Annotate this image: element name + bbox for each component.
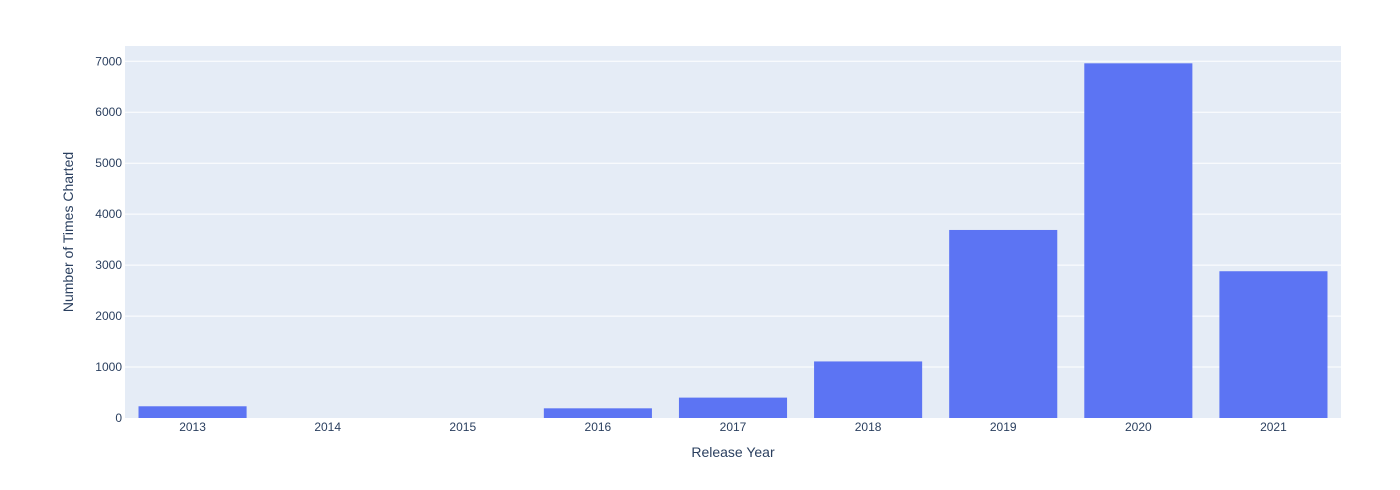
- y-tick-label: 7000: [95, 54, 122, 68]
- bar-2019[interactable]: [949, 229, 1058, 418]
- y-tick-label: 2000: [95, 309, 122, 323]
- x-tick-label: 2016: [585, 420, 612, 434]
- x-tick-label: 2015: [449, 420, 476, 434]
- y-tick-label: 1000: [95, 360, 122, 374]
- y-tick-label: 6000: [95, 105, 122, 119]
- x-tick-label: 2017: [720, 420, 747, 434]
- x-tick-label: 2021: [1260, 420, 1287, 434]
- y-tick-label: 0: [115, 411, 122, 425]
- bar-2016[interactable]: [543, 408, 652, 418]
- y-tick-label: 3000: [95, 258, 122, 272]
- x-tick-label: 2020: [1125, 420, 1152, 434]
- y-axis-title: Number of Times Charted: [60, 152, 76, 312]
- y-axis-ticks: 0 1000 2000 3000 4000 5000 6000 7000: [95, 54, 122, 425]
- bars: [138, 63, 1328, 419]
- x-tick-label: 2013: [179, 420, 206, 434]
- bar-2021[interactable]: [1219, 271, 1328, 418]
- x-tick-label: 2018: [855, 420, 882, 434]
- x-axis-title: Release Year: [691, 444, 775, 460]
- y-tick-label: 4000: [95, 207, 122, 221]
- x-tick-label: 2019: [990, 420, 1017, 434]
- x-tick-label: 2014: [314, 420, 341, 434]
- bar-2020[interactable]: [1084, 63, 1193, 419]
- bar-2018[interactable]: [814, 361, 923, 418]
- x-axis-ticks: 2013 2014 2015 2016 2017 2018 2019 2020 2021: [179, 420, 1287, 434]
- y-tick-label: 5000: [95, 156, 122, 170]
- bar-2013[interactable]: [138, 406, 247, 418]
- bar-2017[interactable]: [678, 397, 788, 418]
